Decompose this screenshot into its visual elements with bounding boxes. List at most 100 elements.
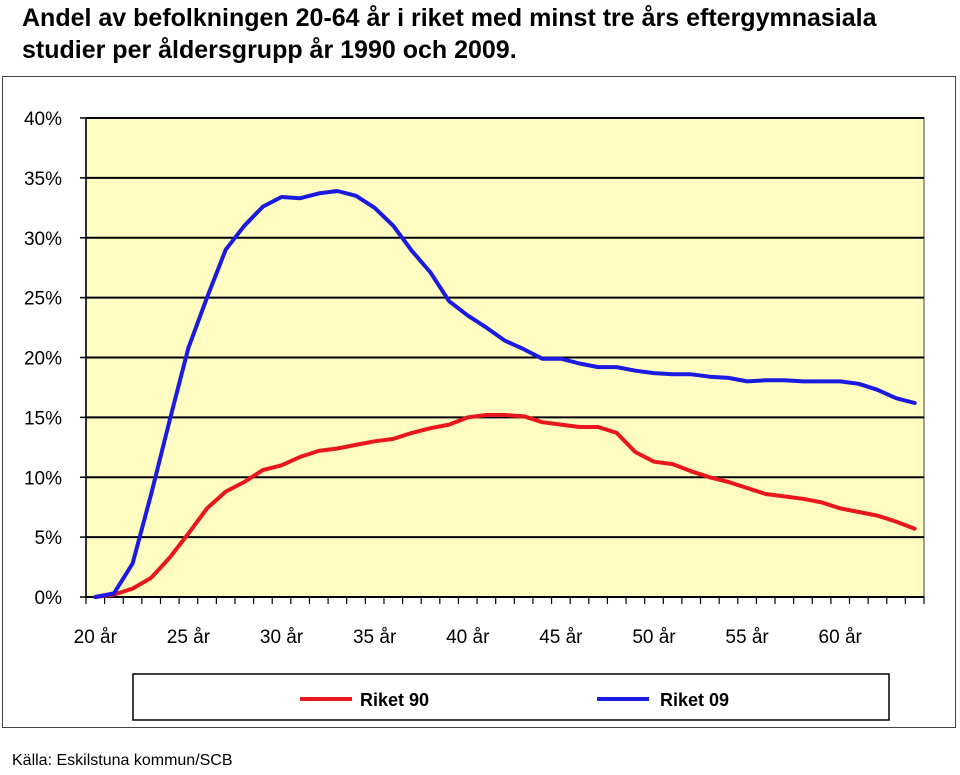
data-point bbox=[429, 426, 433, 430]
y-tick-label: 40% bbox=[24, 109, 62, 130]
data-point bbox=[857, 510, 861, 514]
data-point bbox=[559, 423, 563, 427]
chart-title: Andel av befolkningen 20-64 år i riket m… bbox=[22, 4, 877, 64]
data-point bbox=[280, 463, 284, 467]
data-point bbox=[168, 555, 172, 559]
data-point bbox=[298, 455, 302, 459]
data-point bbox=[242, 224, 246, 228]
data-point bbox=[745, 379, 749, 383]
data-point bbox=[540, 420, 544, 424]
data-point bbox=[671, 462, 675, 466]
y-tick-label: 15% bbox=[24, 408, 62, 429]
legend-label-1: Riket 90 bbox=[360, 690, 429, 710]
y-tick-label: 20% bbox=[24, 349, 62, 370]
x-tick-label: 50 år bbox=[632, 627, 676, 648]
x-tick-label: 60 år bbox=[819, 627, 863, 648]
data-point bbox=[875, 388, 879, 392]
data-point bbox=[801, 379, 805, 383]
y-tick-label: 25% bbox=[24, 289, 62, 310]
data-point bbox=[317, 191, 321, 195]
data-point bbox=[447, 299, 451, 303]
data-point bbox=[410, 431, 414, 435]
data-point bbox=[689, 372, 693, 376]
data-point bbox=[298, 196, 302, 200]
data-point bbox=[782, 494, 786, 498]
data-point bbox=[689, 469, 693, 473]
data-point bbox=[820, 500, 824, 504]
data-point bbox=[224, 248, 228, 252]
data-point bbox=[466, 314, 470, 318]
data-point bbox=[242, 480, 246, 484]
legend-box bbox=[132, 673, 890, 721]
data-point bbox=[391, 224, 395, 228]
data-point bbox=[503, 339, 507, 343]
data-point bbox=[820, 379, 824, 383]
data-point bbox=[354, 443, 358, 447]
y-tick-label: 35% bbox=[24, 169, 62, 190]
data-point bbox=[764, 492, 768, 496]
data-point bbox=[112, 591, 116, 595]
y-tick-label: 5% bbox=[35, 528, 63, 549]
x-tick-label: 40 år bbox=[446, 627, 490, 648]
x-tick-label: 30 år bbox=[260, 627, 304, 648]
data-point bbox=[875, 514, 879, 518]
x-tick-label: 35 år bbox=[353, 627, 397, 648]
data-point bbox=[894, 396, 898, 400]
data-point bbox=[168, 418, 172, 422]
data-point bbox=[429, 270, 433, 274]
data-point bbox=[391, 437, 395, 441]
data-point bbox=[708, 475, 712, 479]
data-point bbox=[726, 480, 730, 484]
data-point bbox=[335, 447, 339, 451]
data-point bbox=[131, 561, 135, 565]
data-point bbox=[671, 372, 675, 376]
data-point bbox=[205, 506, 209, 510]
data-point bbox=[615, 365, 619, 369]
data-point bbox=[186, 346, 190, 350]
data-point bbox=[633, 369, 637, 373]
data-point bbox=[466, 415, 470, 419]
data-point bbox=[410, 249, 414, 253]
data-point bbox=[149, 576, 153, 580]
data-point bbox=[913, 527, 917, 531]
data-point bbox=[857, 382, 861, 386]
data-point bbox=[745, 486, 749, 490]
data-point bbox=[726, 376, 730, 380]
data-point bbox=[801, 497, 805, 501]
data-point bbox=[615, 431, 619, 435]
legend-label-2: Riket 09 bbox=[660, 690, 729, 710]
data-point bbox=[913, 401, 917, 405]
data-point bbox=[559, 357, 563, 361]
data-point bbox=[652, 371, 656, 375]
data-point bbox=[838, 506, 842, 510]
data-point bbox=[764, 378, 768, 382]
data-point bbox=[224, 490, 228, 494]
x-tick-label: 45 år bbox=[539, 627, 583, 648]
data-point bbox=[894, 520, 898, 524]
data-point bbox=[577, 425, 581, 429]
y-tick-label: 10% bbox=[24, 468, 62, 489]
x-tick-label: 55 år bbox=[725, 627, 769, 648]
data-point bbox=[522, 347, 526, 351]
x-tick-label: 25 år bbox=[167, 627, 211, 648]
data-point bbox=[540, 357, 544, 361]
y-tick-label: 0% bbox=[35, 588, 63, 609]
data-point bbox=[577, 361, 581, 365]
data-point bbox=[484, 413, 488, 417]
data-point bbox=[354, 194, 358, 198]
data-point bbox=[503, 413, 507, 417]
data-point bbox=[186, 532, 190, 536]
x-tick-label: 20 år bbox=[74, 627, 118, 648]
data-point bbox=[708, 375, 712, 379]
data-point bbox=[373, 206, 377, 210]
data-point bbox=[633, 450, 637, 454]
data-point bbox=[131, 587, 135, 591]
data-point bbox=[335, 189, 339, 193]
data-point bbox=[373, 439, 377, 443]
data-point bbox=[838, 379, 842, 383]
data-point bbox=[280, 195, 284, 199]
data-point bbox=[782, 378, 786, 382]
data-point bbox=[93, 595, 97, 599]
data-point bbox=[522, 414, 526, 418]
